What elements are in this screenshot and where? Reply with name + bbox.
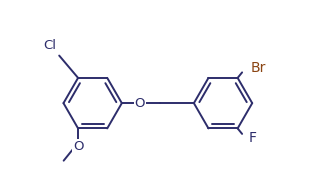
Text: Br: Br <box>250 61 266 75</box>
Text: O: O <box>73 140 83 153</box>
Text: O: O <box>134 97 145 110</box>
Text: F: F <box>249 131 257 145</box>
Text: Cl: Cl <box>43 39 56 53</box>
